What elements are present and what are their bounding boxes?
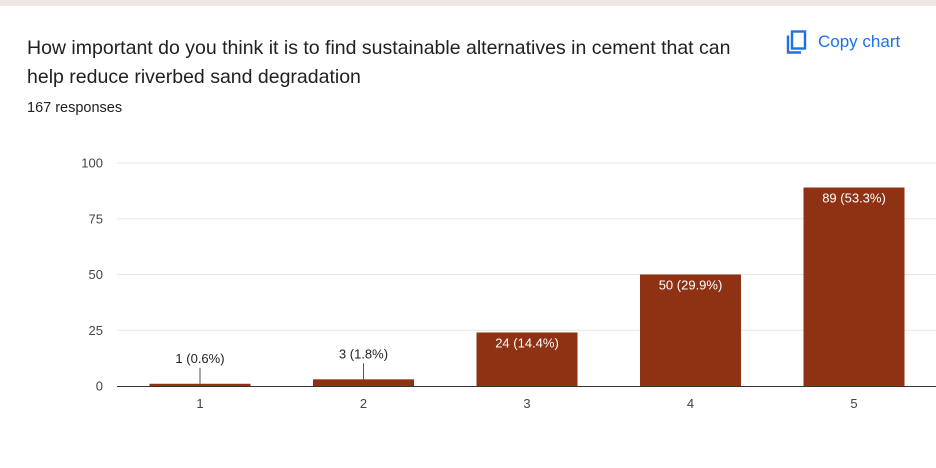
y-tick-label: 100	[81, 156, 103, 171]
x-tick-label: 3	[523, 396, 530, 411]
copy-icon	[786, 30, 808, 54]
data-label: 89 (53.3%)	[822, 191, 886, 206]
x-tick-label: 1	[196, 396, 203, 411]
x-tick-label: 2	[360, 396, 367, 411]
copy-chart-button[interactable]: Copy chart	[786, 30, 900, 54]
y-tick-label: 25	[89, 323, 103, 338]
x-tick-label: 5	[850, 396, 857, 411]
data-label: 24 (14.4%)	[495, 335, 559, 350]
bar[interactable]	[640, 274, 741, 387]
copy-chart-label: Copy chart	[818, 32, 901, 51]
response-count: 167 responses	[27, 100, 123, 116]
chart-card	[0, 6, 936, 468]
data-label: 3 (1.8%)	[339, 346, 388, 361]
y-tick-label: 75	[89, 211, 103, 226]
data-label: 1 (0.6%)	[175, 351, 224, 366]
data-label: 50 (29.9%)	[659, 278, 723, 293]
bar[interactable]	[149, 383, 251, 386]
bar[interactable]	[313, 379, 414, 386]
question-title: How important do you think it is to find…	[27, 37, 731, 88]
bar[interactable]	[476, 332, 578, 386]
y-tick-label: 0	[96, 379, 103, 394]
top-strip	[0, 0, 936, 6]
bar[interactable]	[803, 187, 905, 386]
x-tick-label: 4	[687, 396, 694, 411]
y-tick-label: 50	[89, 267, 103, 282]
